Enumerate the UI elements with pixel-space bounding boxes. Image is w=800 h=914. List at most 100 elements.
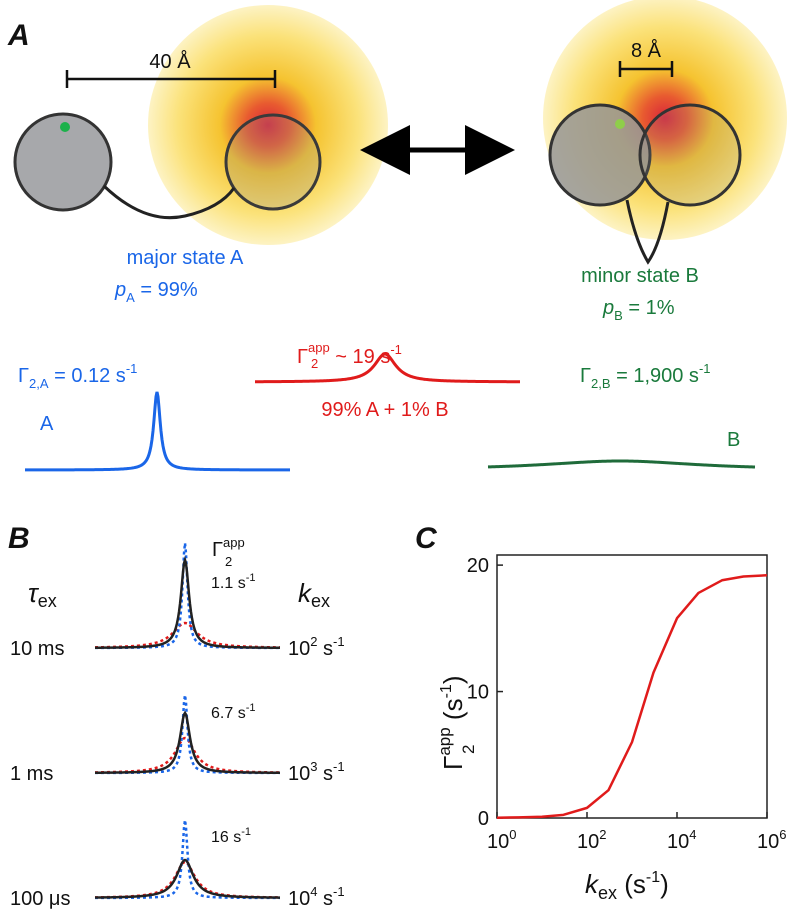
symbol: Γ [212, 539, 223, 561]
superscript: 6 [779, 827, 786, 842]
row-tau: 100 μs [10, 888, 70, 910]
superscript: 2 [310, 634, 317, 649]
dot [60, 122, 70, 132]
state-population: pB = 1% [602, 297, 675, 323]
superscript: -1 [246, 702, 256, 714]
unit: s [317, 638, 333, 660]
subscript: 2,A [29, 376, 49, 391]
subscript: ex [311, 591, 330, 611]
unit: ) [660, 869, 669, 899]
superscript: -1 [246, 572, 256, 584]
dot [615, 119, 625, 129]
linker [102, 184, 236, 220]
subscript: 2,B [591, 376, 611, 391]
domain [224, 113, 322, 211]
superscript: -1 [699, 361, 711, 376]
state-population: pA = 99% [114, 279, 198, 305]
state-name: minor state B [581, 265, 699, 287]
data-line [496, 573, 768, 819]
y-axis-title: Γapp (s-1)2 [435, 676, 478, 771]
spectrum [95, 819, 280, 900]
value: 1.1 s [211, 575, 246, 592]
axis-symbol: τex [28, 578, 57, 611]
subscript: B [614, 308, 623, 323]
superscript: -1 [333, 759, 345, 774]
spectrum [94, 860, 281, 899]
superscript: 4 [310, 884, 317, 899]
symbol: Γ [438, 756, 468, 770]
domain [13, 112, 113, 212]
superscript: -1 [646, 869, 660, 886]
x-axis-title: kex (s-1) [585, 869, 669, 903]
panel-label: A [7, 19, 30, 52]
relaxation-rate: Γ2,B = 1,900 s-1 [580, 361, 711, 391]
column-header: Γapp [212, 535, 245, 561]
base: 10 [288, 638, 310, 660]
base: 10 [288, 888, 310, 910]
subscript: ex [38, 591, 57, 611]
peak-label: B [727, 429, 740, 451]
superscript: app [435, 727, 454, 755]
symbol: Γ [580, 365, 591, 387]
subscript: A [126, 290, 135, 305]
spectrum [94, 621, 281, 649]
superscript: -1 [333, 634, 345, 649]
scale-bar [65, 70, 277, 88]
x-tick-label: 100 [487, 827, 516, 853]
panel-label: C [415, 522, 438, 555]
superscript: -1 [241, 826, 251, 838]
y-tick-label: 0 [478, 808, 489, 830]
peak-label: A [40, 413, 54, 435]
spectrum [255, 352, 520, 384]
row-tau: 10 ms [10, 638, 64, 660]
superscript: -1 [438, 684, 455, 698]
superscript: 4 [689, 827, 696, 842]
y-tick-label: 10 [467, 682, 489, 704]
symbol: τ [28, 578, 40, 608]
state-name: major state A [127, 247, 244, 269]
row-rate: 6.7 s-1 [211, 702, 255, 722]
value: 6.7 s [211, 705, 246, 722]
unit: s [317, 763, 333, 785]
x-tick-label: 102 [577, 827, 606, 853]
value: 16 s [211, 829, 241, 846]
relaxation-rate: Γ2,A = 0.12 s-1 [18, 361, 137, 391]
superscript: 3 [310, 759, 317, 774]
superscript: -1 [390, 342, 402, 357]
base: 10 [288, 763, 310, 785]
axis-symbol: kex [298, 578, 330, 611]
spectrum [94, 858, 281, 899]
superscript: 0 [509, 827, 516, 842]
base: 10 [577, 831, 599, 853]
unit: s [317, 888, 333, 910]
unit: ) [438, 676, 468, 685]
superscript: 2 [599, 827, 606, 842]
row-rate: 1.1 s-1 [211, 572, 255, 592]
linker [625, 199, 670, 265]
row-rate-constant: 102 s-1 [288, 634, 345, 660]
row-rate-constant: 104 s-1 [288, 884, 345, 910]
value: = 1,900 s [611, 365, 699, 387]
symbol: Γ [18, 365, 29, 387]
domain [638, 103, 742, 207]
unit: (s [438, 698, 468, 727]
spectrum [487, 459, 756, 469]
spectrum [94, 555, 281, 650]
base: 10 [757, 831, 779, 853]
spectrum [95, 710, 280, 775]
row-tau: 1 ms [10, 763, 53, 785]
value: = 0.12 s [49, 365, 126, 387]
superscript: -1 [126, 361, 138, 376]
subscript: 2 [225, 554, 232, 569]
plot-frame [496, 554, 768, 819]
subscript: 2 [311, 356, 318, 371]
distance: 40 Å [149, 50, 191, 73]
panel-label: B [8, 522, 30, 555]
spectrum [94, 736, 281, 774]
symbol: k [298, 578, 313, 608]
unit: (s [617, 869, 646, 899]
symbol: p [114, 279, 126, 301]
distance: 8 Å [631, 39, 662, 62]
value: = 1% [623, 297, 675, 319]
